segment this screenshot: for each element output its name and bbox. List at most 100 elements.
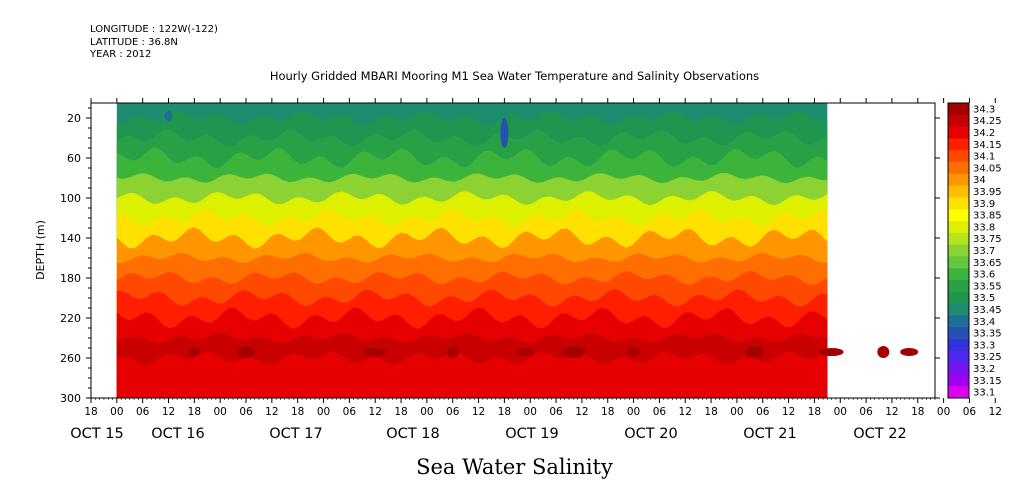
x-tick-label: 12 — [575, 406, 588, 418]
colorbar-label: 33.6 — [973, 270, 995, 281]
high-salinity-blob — [561, 346, 586, 358]
high-salinity-blob — [877, 346, 890, 358]
x-date-label: OCT 18 — [386, 426, 439, 442]
colorbar-swatch — [948, 114, 969, 128]
x-tick-label: 18 — [188, 406, 201, 418]
colorbar-swatch — [948, 315, 969, 328]
colorbar-swatch — [948, 209, 969, 222]
x-date-label: OCT 16 — [151, 426, 204, 442]
colorbar-swatch — [948, 103, 969, 116]
x-tick-label: 00 — [524, 406, 537, 418]
y-axis: 20 60 100 140 180 220 260 300 — [60, 107, 940, 405]
colorbar-label: 33.5 — [973, 293, 995, 304]
latitude-label: LATITUDE : 36.8N — [90, 37, 178, 48]
y-tick-label: 140 — [60, 232, 81, 245]
high-salinity-blob — [516, 348, 535, 356]
x-tick-label: 18 — [394, 406, 407, 418]
colorbar-label: 34.1 — [973, 152, 995, 163]
x-date-label: OCT 20 — [624, 426, 677, 442]
x-tick-label: 18 — [291, 406, 304, 418]
colorbar-swatch — [948, 221, 969, 234]
colorbar-label: 33.4 — [973, 317, 995, 328]
colorbar-swatch — [948, 327, 969, 340]
colorbar-label: 33.85 — [973, 211, 1002, 222]
colorbar-label: 34.05 — [973, 163, 1002, 174]
x-axis-title: Sea Water Salinity — [416, 455, 613, 479]
x-tick-label: 06 — [446, 406, 460, 418]
colorbar-label: 33.9 — [973, 199, 995, 210]
colorbar-label: 33.2 — [973, 364, 995, 375]
high-salinity-blob — [627, 348, 640, 356]
y-tick-label: 220 — [60, 312, 81, 325]
y-tick-label: 60 — [67, 152, 81, 165]
colorbar-label: 33.1 — [973, 388, 995, 399]
x-tick-label: 00 — [834, 406, 847, 418]
y-tick-label: 180 — [60, 272, 81, 285]
x-axis: 18 00 06 12 18 00 06 12 18 00 06 12 18 00 06 12 18 00 06 12… — [70, 98, 1002, 442]
x-tick-label: 18 — [84, 406, 97, 418]
salinity-features — [164, 111, 919, 358]
colorbar-swatch — [948, 362, 969, 375]
contour-band — [116, 369, 828, 398]
x-tick-label: 18 — [704, 406, 717, 418]
x-tick-label: 12 — [472, 406, 485, 418]
x-date-label: OCT 15 — [70, 426, 123, 442]
x-tick-label: 06 — [756, 406, 770, 418]
salinity-contours — [116, 103, 828, 398]
colorbar-label: 33.15 — [973, 376, 1002, 387]
colorbar-swatch — [948, 350, 969, 364]
x-tick-label: 00 — [937, 406, 950, 418]
x-tick-label: 06 — [239, 406, 253, 418]
high-salinity-blob — [363, 348, 388, 356]
y-axis-label: DEPTH (m) — [34, 220, 47, 280]
colorbar-label: 33.65 — [973, 258, 1002, 269]
x-date-label: OCT 17 — [269, 426, 322, 442]
x-tick-label: 06 — [653, 406, 667, 418]
high-salinity-blob — [237, 346, 256, 358]
colorbar-swatch — [948, 232, 969, 246]
colorbar-label: 33.8 — [973, 222, 995, 233]
colorbar-swatch — [948, 303, 969, 316]
plot-area — [91, 103, 117, 398]
x-tick-label: 00 — [213, 406, 226, 418]
chart-title: Hourly Gridded MBARI Mooring M1 Sea Wate… — [269, 69, 760, 83]
x-tick-label: 06 — [859, 406, 873, 418]
x-date-label: OCT 22 — [853, 426, 906, 442]
x-tick-label: 06 — [549, 406, 563, 418]
high-salinity-blob — [900, 348, 919, 356]
x-tick-label: 12 — [989, 406, 1002, 418]
longitude-label: LONGITUDE : 122W(-122) — [90, 24, 218, 35]
colorbar-label: 34.15 — [973, 140, 1002, 151]
y-tick-label: 300 — [60, 392, 81, 405]
colorbar-swatch — [948, 244, 969, 257]
high-salinity-blob — [745, 346, 764, 358]
colorbar-label: 34.25 — [973, 116, 1002, 127]
high-salinity-blob — [819, 348, 844, 356]
colorbar-swatch — [948, 386, 969, 399]
x-tick-label: 18 — [911, 406, 924, 418]
colorbar-swatch — [948, 150, 969, 163]
colorbar-swatch — [948, 268, 969, 281]
colorbar-label: 34.2 — [973, 128, 995, 139]
x-tick-label: 00 — [420, 406, 433, 418]
high-salinity-blob — [188, 348, 201, 356]
colorbar-swatch — [948, 185, 969, 198]
colorbar-swatch — [948, 126, 969, 139]
x-tick-label: 12 — [885, 406, 898, 418]
colorbar-label: 33.75 — [973, 234, 1002, 245]
colorbar-swatch — [948, 197, 969, 210]
x-tick-label: 06 — [343, 406, 357, 418]
x-tick-label: 00 — [317, 406, 330, 418]
colorbar-label: 33.45 — [973, 305, 1002, 316]
x-tick-label: 18 — [808, 406, 821, 418]
x-tick-label: 12 — [265, 406, 278, 418]
colorbar-swatch — [948, 374, 969, 387]
colorbar-label: 33.95 — [973, 187, 1002, 198]
x-tick-label: 00 — [730, 406, 743, 418]
x-tick-label: 00 — [627, 406, 640, 418]
x-date-label: OCT 21 — [743, 426, 796, 442]
high-salinity-blob — [446, 346, 459, 358]
low-salinity-patch — [500, 118, 509, 148]
colorbar-label: 33.55 — [973, 281, 1002, 292]
